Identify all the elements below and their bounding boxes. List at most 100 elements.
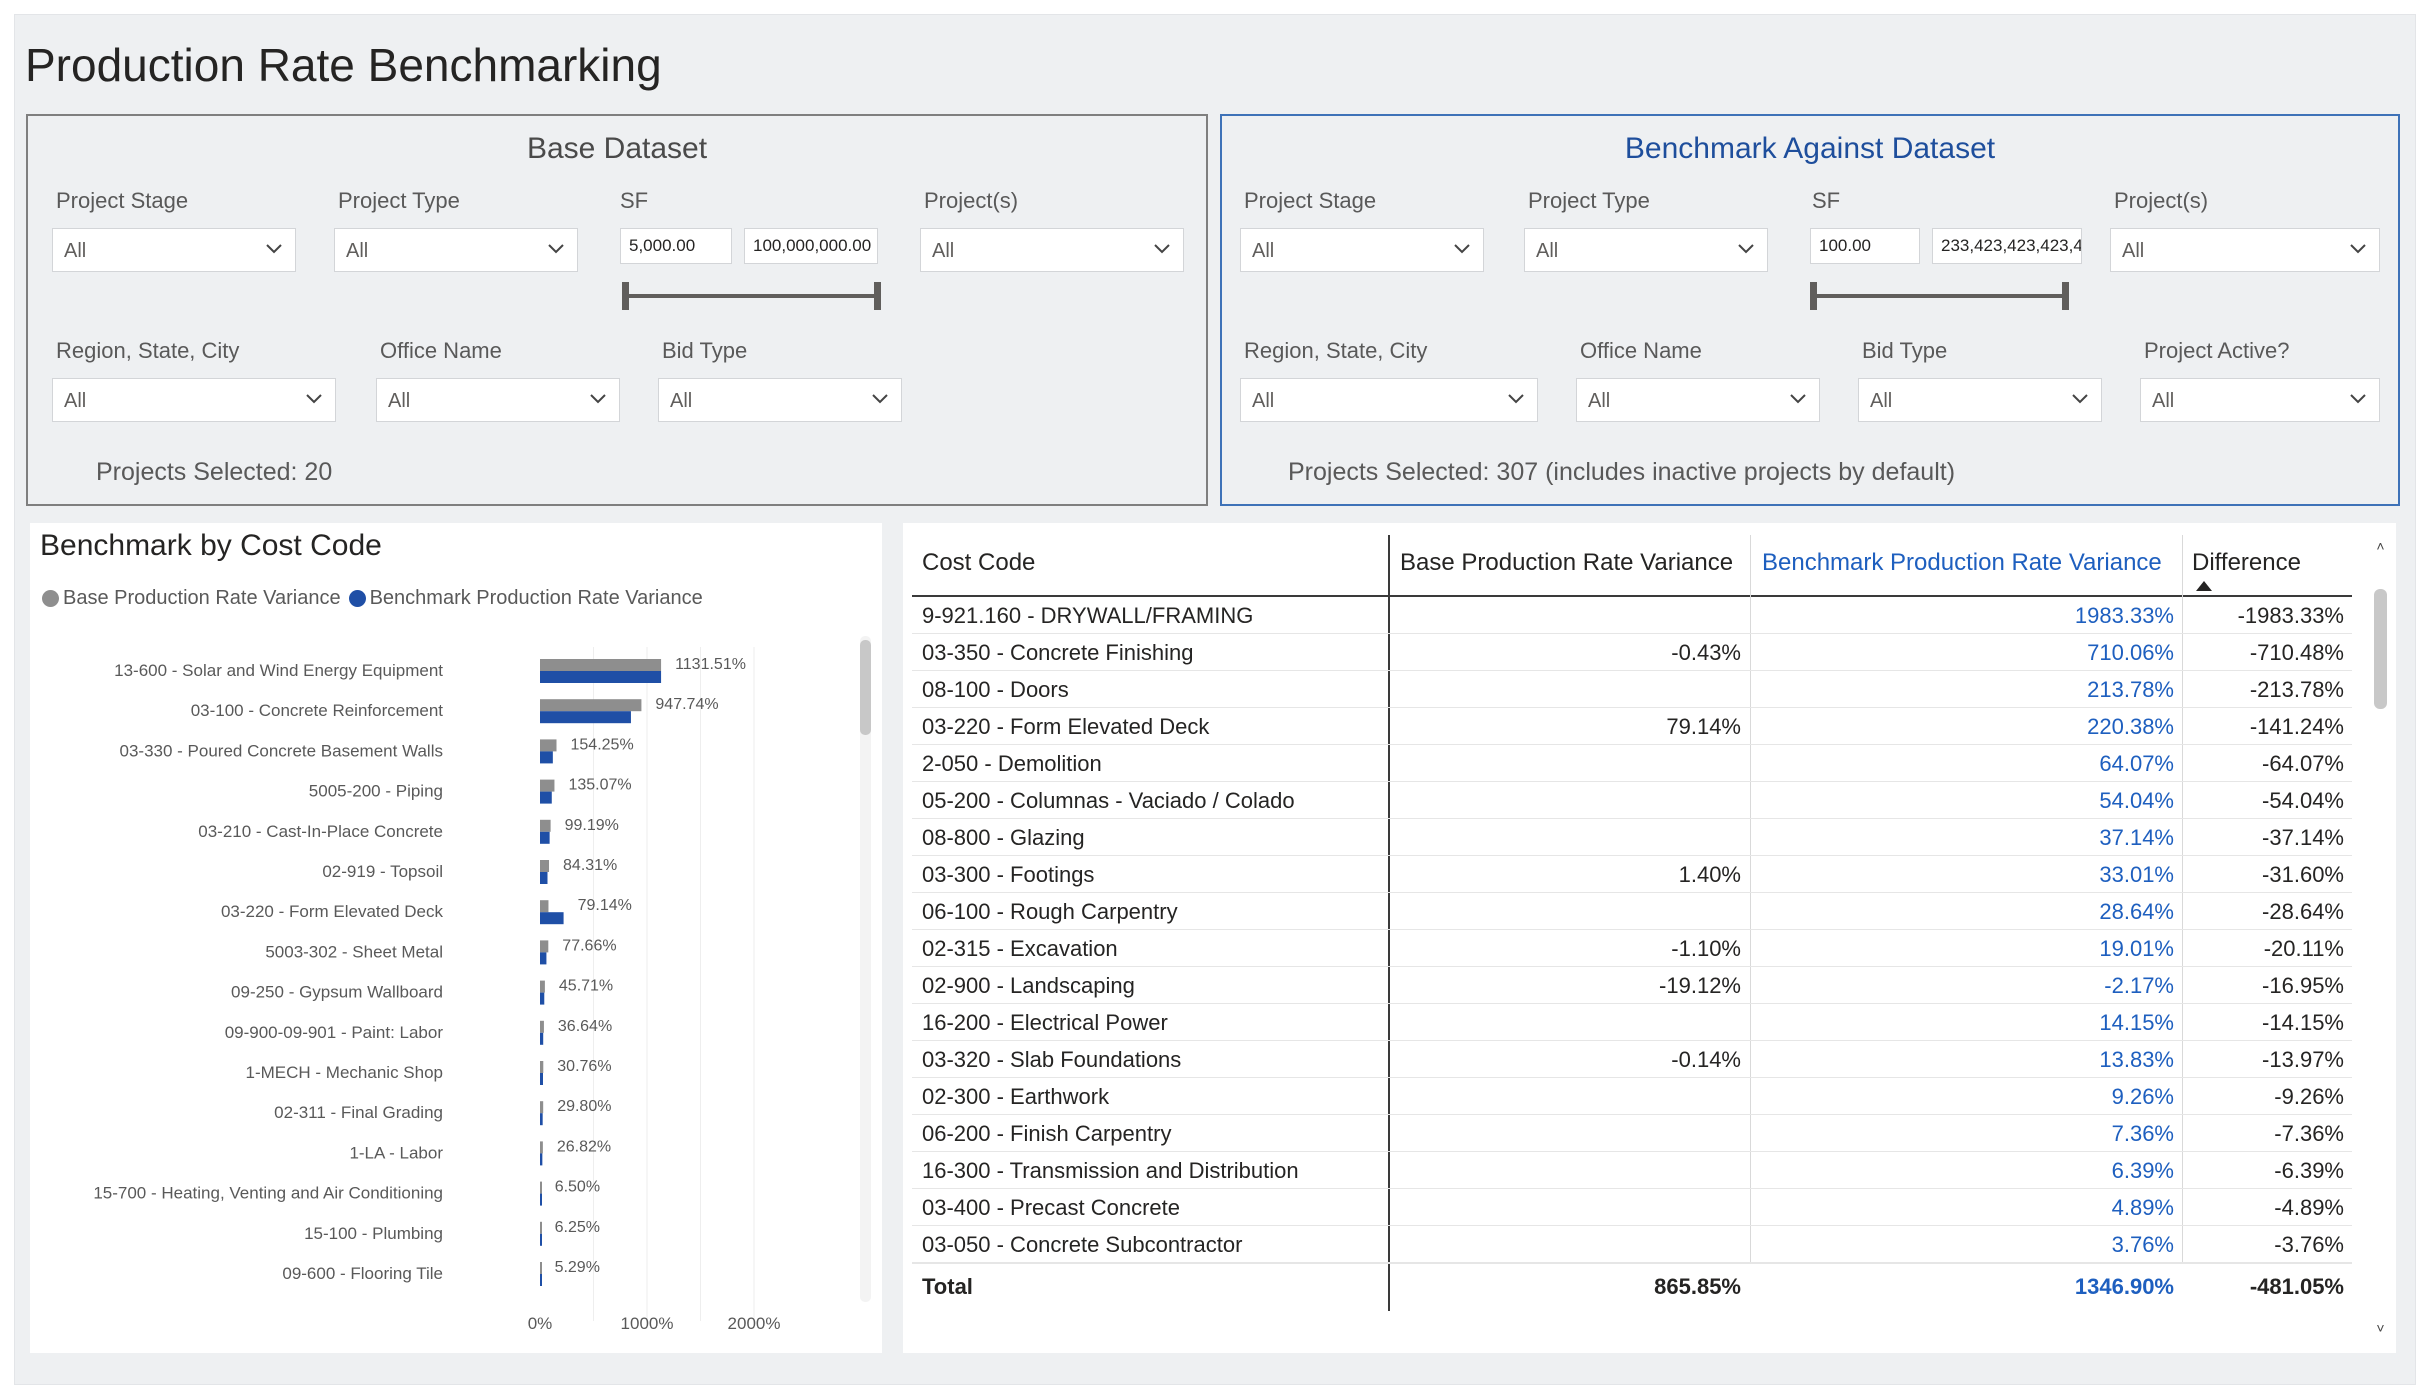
legend-label-base: Base Production Rate Variance <box>63 587 341 609</box>
bar-benchmark[interactable] <box>540 791 552 804</box>
bar-benchmark[interactable] <box>540 992 545 1005</box>
sf-slider-track[interactable] <box>624 294 880 298</box>
table-row[interactable]: 08-800 - Glazing 37.14% -37.14% <box>912 819 2352 856</box>
bar-benchmark[interactable] <box>540 1032 544 1045</box>
bar-base[interactable] <box>540 1181 542 1194</box>
table-row[interactable]: 02-900 - Landscaping -19.12% -2.17% -16.95% <box>912 967 2352 1004</box>
projects-dropdown[interactable]: All <box>920 228 1184 272</box>
table-row[interactable]: 06-200 - Finish Carpentry 7.36% -7.36% <box>912 1115 2352 1152</box>
bar-benchmark[interactable] <box>540 872 548 884</box>
sf-slider-track[interactable] <box>1812 294 2068 298</box>
project-type-dropdown[interactable]: All <box>334 228 578 272</box>
table-row[interactable]: 9-921.160 - DRYWALL/FRAMING 1983.33% -1983… <box>912 597 2352 634</box>
header-bench-variance[interactable]: Benchmark Production Rate Variance <box>1762 549 2162 576</box>
cell-bench-variance: 213.78% <box>2087 677 2174 702</box>
bar-base[interactable] <box>540 1101 544 1114</box>
bar-base[interactable] <box>540 699 642 712</box>
legend-item-bench[interactable]: Benchmark Production Rate Variance <box>348 587 703 610</box>
bar-base[interactable] <box>540 779 555 792</box>
chart-scrollbar-track[interactable] <box>860 636 871 1302</box>
chart-legend: Base Production Rate Variance Benchmark … <box>42 587 711 610</box>
table-row[interactable]: 05-200 - Columnas - Vaciado / Colado 54.0… <box>912 782 2352 819</box>
bar-base[interactable] <box>540 860 550 872</box>
region-dropdown[interactable]: All <box>1240 378 1538 422</box>
sf-max-input[interactable]: 100,000,000.00 <box>744 228 878 264</box>
bar-base[interactable] <box>540 900 549 913</box>
project-stage-dropdown[interactable]: All <box>52 228 296 272</box>
table-row[interactable]: 03-220 - Form Elevated Deck 79.14% 220.38%… <box>912 708 2352 745</box>
bid-type-dropdown[interactable]: All <box>658 378 902 422</box>
projects-dropdown[interactable]: All <box>2110 228 2380 272</box>
chevron-down-icon <box>1454 244 1470 254</box>
sf-min-input[interactable]: 5,000.00 <box>620 228 732 264</box>
office-dropdown[interactable]: All <box>376 378 620 422</box>
bar-benchmark[interactable] <box>540 952 547 965</box>
table-row[interactable]: 08-100 - Doors 213.78% -213.78% <box>912 671 2352 708</box>
bar-benchmark[interactable] <box>540 751 553 764</box>
bar-benchmark[interactable] <box>540 711 631 724</box>
project-stage-dropdown[interactable]: All <box>1240 228 1484 272</box>
sf-slider-min-handle[interactable] <box>1810 282 1817 310</box>
header-cost-code[interactable]: Cost Code <box>922 549 1036 576</box>
sf-max-input[interactable]: 233,423,423,423,4 <box>1932 228 2082 264</box>
bar-base[interactable] <box>540 819 551 832</box>
bar-base[interactable] <box>540 940 549 953</box>
sf-slider-min-handle[interactable] <box>622 282 629 310</box>
bar-benchmark[interactable] <box>540 1113 543 1126</box>
chart-scrollbar-thumb[interactable] <box>860 640 871 735</box>
sf-slider-max-handle[interactable] <box>2062 282 2069 310</box>
bar-base[interactable] <box>540 1141 543 1154</box>
project-type-dropdown[interactable]: All <box>1524 228 1768 272</box>
bar-benchmark[interactable] <box>540 1233 542 1246</box>
chevron-down-icon <box>2350 244 2366 254</box>
cell-difference: -4.89% <box>2274 1195 2344 1220</box>
header-base-variance[interactable]: Base Production Rate Variance <box>1400 549 1734 576</box>
table-row[interactable]: 03-350 - Concrete Finishing -0.43% 710.06%… <box>912 634 2352 671</box>
sf-slider-max-handle[interactable] <box>874 282 881 310</box>
bar-benchmark[interactable] <box>540 831 550 844</box>
table-row[interactable]: 02-315 - Excavation -1.10% 19.01% -20.11% <box>912 930 2352 967</box>
bar-base[interactable] <box>540 1262 542 1274</box>
bar-base[interactable] <box>540 1020 544 1033</box>
table-row[interactable]: 16-200 - Electrical Power 14.15% -14.15% <box>912 1004 2352 1041</box>
cell-difference: -3.76% <box>2274 1232 2344 1257</box>
chevron-down-icon <box>2072 394 2088 404</box>
bar-benchmark[interactable] <box>540 1153 543 1166</box>
table-scrollbar[interactable]: ˄ ˅ <box>2372 539 2388 1335</box>
table-row[interactable]: 2-050 - Demolition 64.07% -64.07% <box>912 745 2352 782</box>
cell-difference: -54.04% <box>2262 788 2344 813</box>
bar-base[interactable] <box>540 659 662 671</box>
region-dropdown[interactable]: All <box>52 378 336 422</box>
table-row[interactable]: 03-400 - Precast Concrete 4.89% -4.89% <box>912 1189 2352 1226</box>
sf-min-input[interactable]: 100.00 <box>1810 228 1920 264</box>
table-scrollbar-thumb[interactable] <box>2374 589 2387 709</box>
x-tick-label: 0% <box>528 1314 553 1333</box>
table-row[interactable]: 03-050 - Concrete Subcontractor 3.76% -3.7… <box>912 1226 2352 1263</box>
bid-type-dropdown[interactable]: All <box>1858 378 2102 422</box>
table-row[interactable]: 03-320 - Slab Foundations -0.14% 13.83% -13… <box>912 1041 2352 1078</box>
bar-base[interactable] <box>540 739 557 752</box>
table-row[interactable]: 06-100 - Rough Carpentry 28.64% -28.64% <box>912 893 2352 930</box>
cell-difference: -16.95% <box>2262 973 2344 998</box>
scroll-up-icon[interactable]: ˄ <box>2376 538 2385 554</box>
scroll-down-icon[interactable]: ˅ <box>2376 1320 2385 1336</box>
bar-benchmark[interactable] <box>540 1193 542 1206</box>
bar-base[interactable] <box>540 1221 542 1234</box>
table-row[interactable]: 03-300 - Footings 1.40% 33.01% -31.60% <box>912 856 2352 893</box>
legend-item-base[interactable]: Base Production Rate Variance <box>42 587 341 610</box>
project-stage-label: Project Stage <box>56 188 189 213</box>
bar-benchmark[interactable] <box>540 1274 542 1286</box>
bar-benchmark[interactable] <box>540 912 564 925</box>
bar-base[interactable] <box>540 980 545 993</box>
bar-benchmark[interactable] <box>540 1073 543 1085</box>
bar-benchmark[interactable] <box>540 671 662 683</box>
table-row[interactable]: 02-300 - Earthwork 9.26% -9.26% <box>912 1078 2352 1115</box>
project-active-dropdown[interactable]: All <box>2140 378 2380 422</box>
table-row[interactable]: 16-300 - Transmission and Distribution 6.… <box>912 1152 2352 1189</box>
office-dropdown[interactable]: All <box>1576 378 1820 422</box>
bar-base[interactable] <box>540 1061 544 1073</box>
cell-base-variance: -1.10% <box>1671 936 1741 961</box>
column-divider <box>2182 535 2183 1263</box>
header-difference[interactable]: Difference <box>2192 549 2301 576</box>
projects-selected-count: Projects Selected: 307 (includes inactiv… <box>1288 458 1956 486</box>
